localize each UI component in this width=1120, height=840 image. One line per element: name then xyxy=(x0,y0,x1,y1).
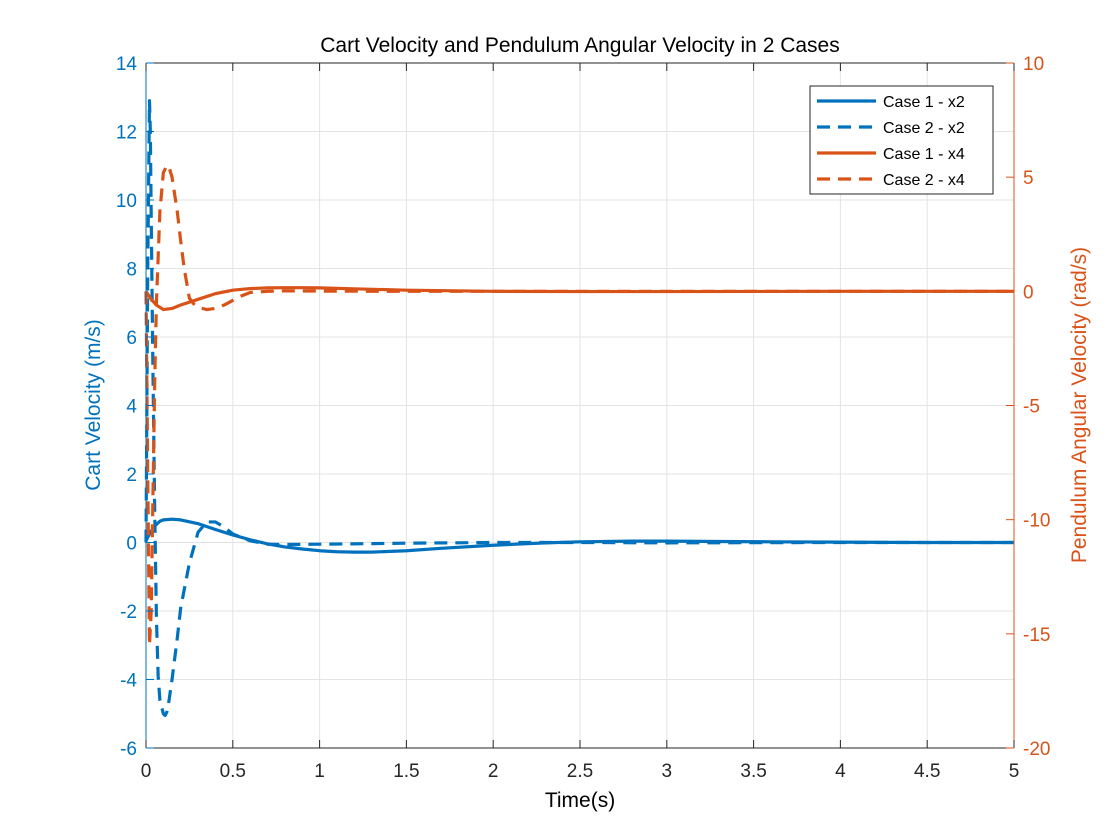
series-line-2 xyxy=(144,99,1014,718)
left-tick-label: -6 xyxy=(120,739,137,760)
x-tick-label: 1 xyxy=(314,761,325,782)
right-tick-label: -10 xyxy=(1023,511,1050,532)
x-tick-label: 4.5 xyxy=(914,761,940,782)
x-axis-title: Time(s) xyxy=(545,789,615,812)
legend-label: Case 2 - x2 xyxy=(883,120,965,137)
left-tick-label: -2 xyxy=(120,602,137,623)
legend-label: Case 1 - x4 xyxy=(883,146,965,163)
legend: Case 1 - x2 Case 2 - x2 Case 1 - x4 Case 2 … xyxy=(809,85,994,195)
x-tick-label: 2 xyxy=(488,761,499,782)
legend-label: Case 1 - x2 xyxy=(883,94,965,111)
right-axis-title: Pendulum Angular Velocity (rad/s) xyxy=(1068,247,1091,563)
left-tick-label: 0 xyxy=(126,534,137,555)
legend-label: Case 2 - x4 xyxy=(883,172,965,189)
x-tick-label: 1.5 xyxy=(393,761,419,782)
left-tick-label: 4 xyxy=(126,397,137,418)
right-tick-label: 5 xyxy=(1023,168,1034,189)
x-tick-label: 5 xyxy=(1009,761,1020,782)
legend-box xyxy=(809,85,994,195)
right-tick-label: -5 xyxy=(1023,397,1040,418)
ticks: 0 0.5 1 1.5 2 2.5 3 3.5 4 4.5 5-6-4-202468101214-2… xyxy=(116,54,1051,782)
left-tick-label: 12 xyxy=(116,123,137,144)
left-tick-label: 8 xyxy=(126,260,137,281)
series-line-1 xyxy=(144,517,1014,554)
x-tick-label: 2.5 xyxy=(567,761,593,782)
left-tick-label: 14 xyxy=(116,54,138,75)
left-tick-label: 6 xyxy=(126,328,137,349)
right-tick-label: -20 xyxy=(1023,739,1050,760)
x-tick-label: 3 xyxy=(662,761,673,782)
left-axis-title: Cart Velocity (m/s) xyxy=(82,319,105,491)
x-tick-label: 0 xyxy=(141,761,152,782)
right-tick-label: 10 xyxy=(1023,54,1044,75)
left-tick-label: 10 xyxy=(116,191,137,212)
series-group xyxy=(144,99,1014,718)
x-tick-label: 3.5 xyxy=(740,761,766,782)
series-line-4 xyxy=(144,164,1014,647)
chart-title: Cart Velocity and Pendulum Angular Veloc… xyxy=(320,34,839,57)
x-tick-label: 4 xyxy=(835,761,846,782)
right-tick-label: 0 xyxy=(1023,282,1034,303)
x-tick-label: 0.5 xyxy=(220,761,246,782)
left-tick-label: 2 xyxy=(126,465,137,486)
left-tick-label: -4 xyxy=(120,671,137,692)
right-tick-label: -15 xyxy=(1023,625,1050,646)
